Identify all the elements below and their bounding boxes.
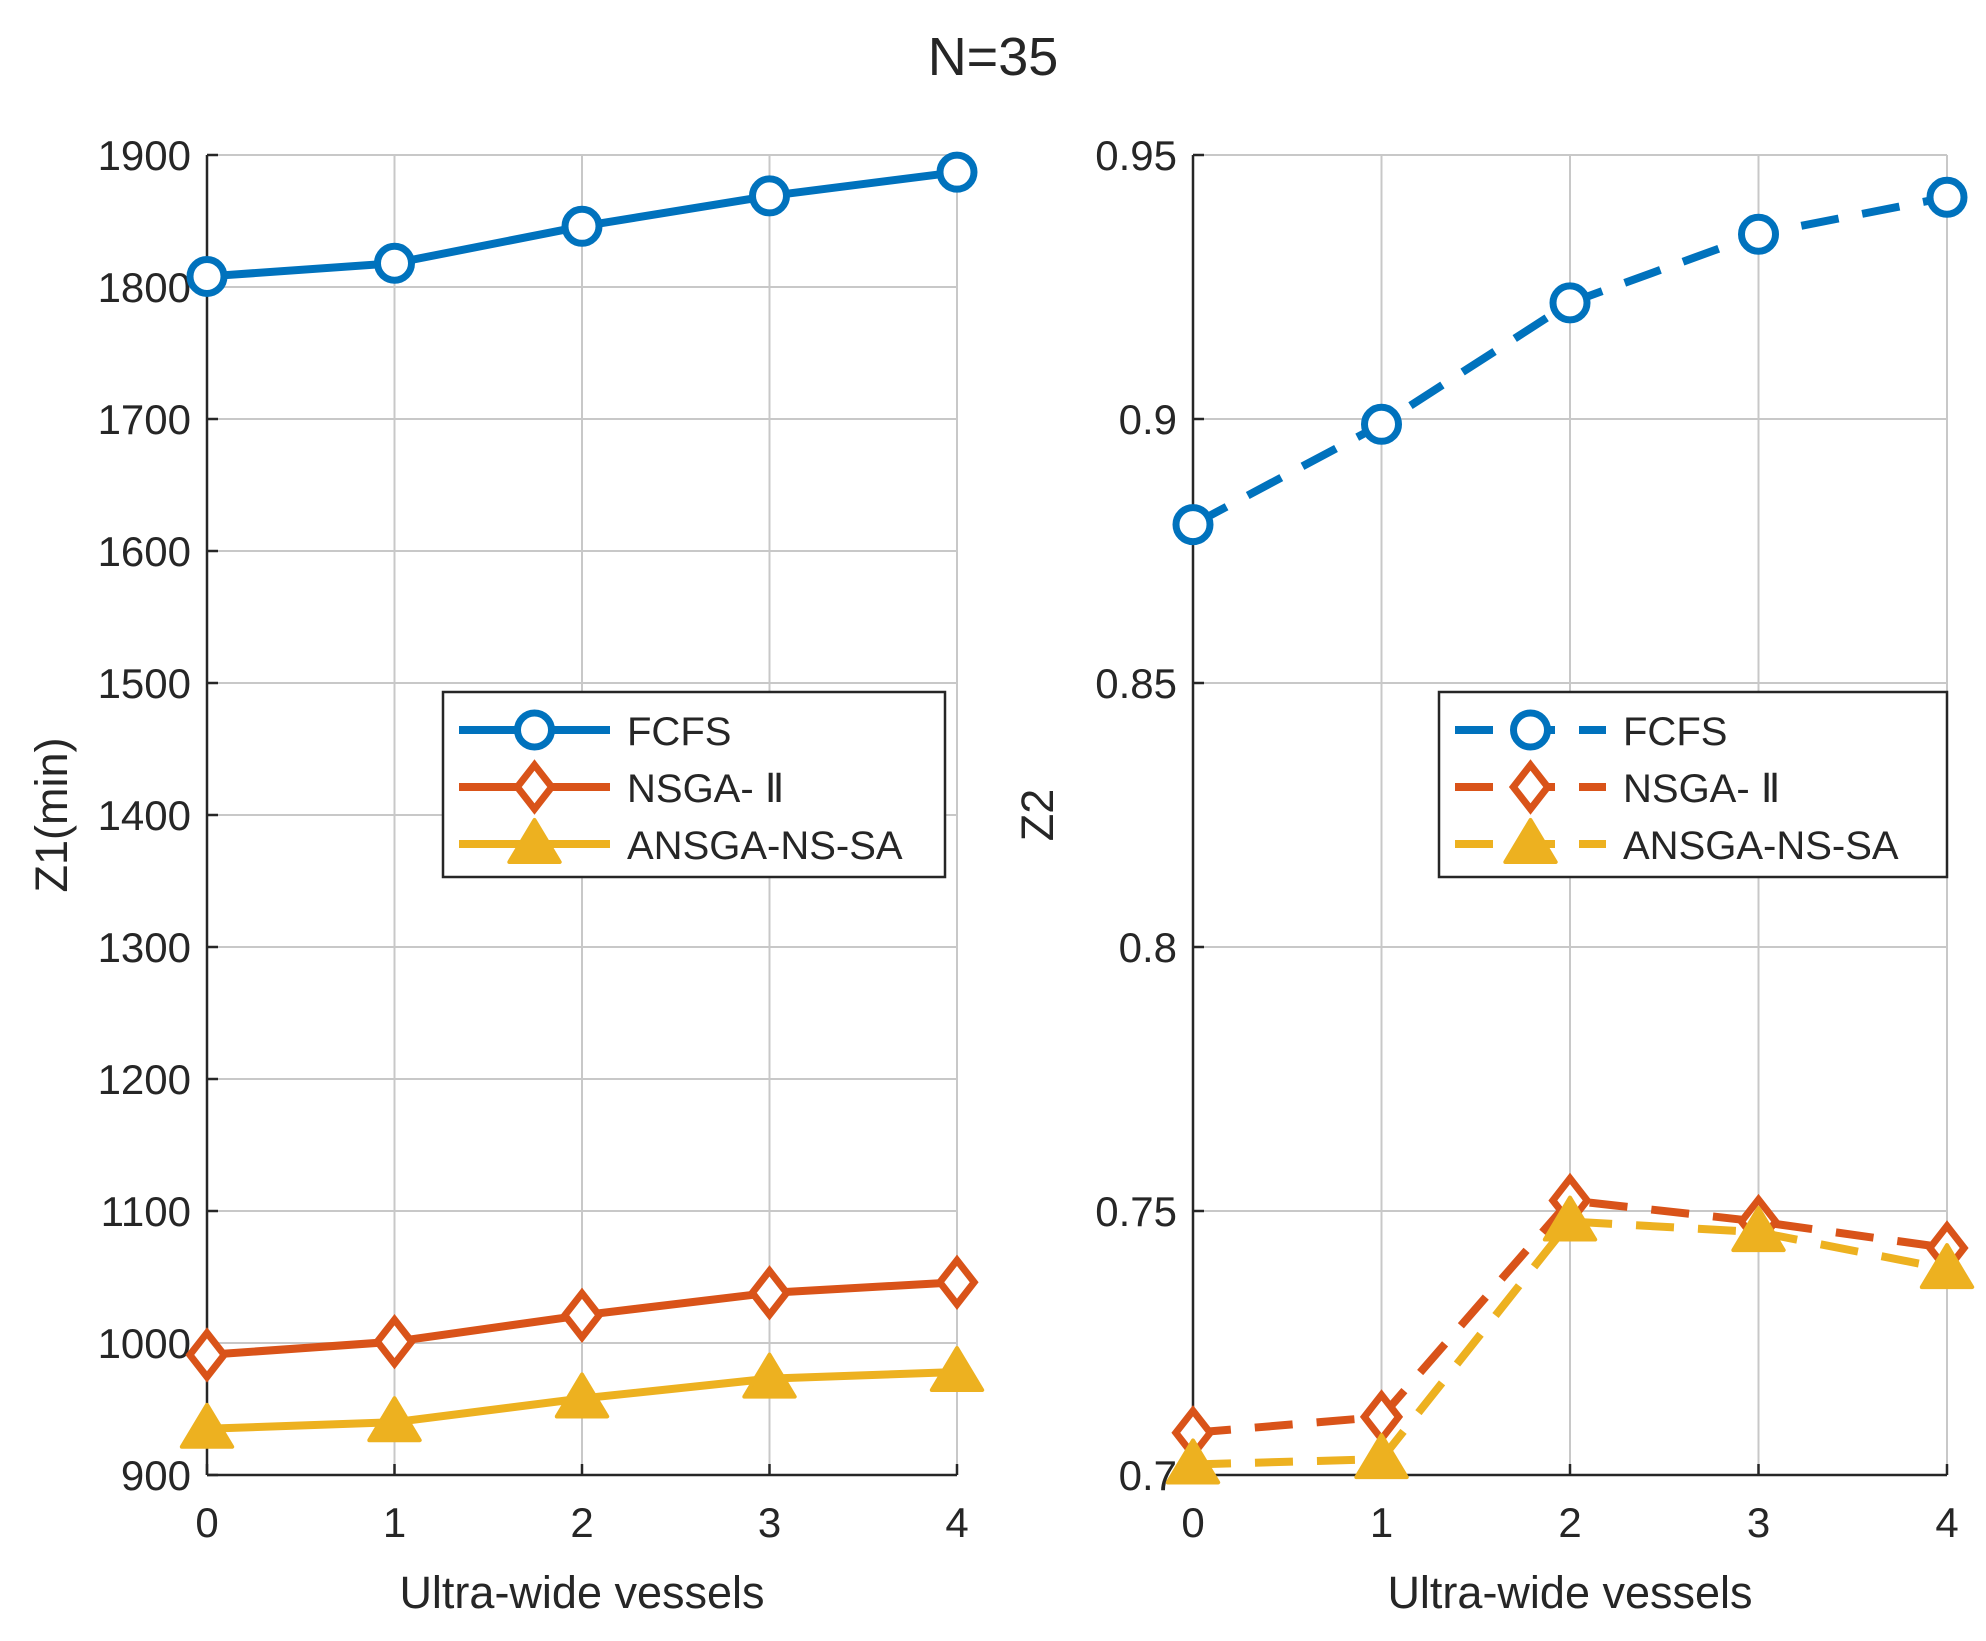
data-point-triangle (554, 1372, 610, 1419)
y-tick-label: 1800 (98, 264, 191, 311)
y-tick-label: 1200 (98, 1056, 191, 1103)
y-tick-label: 1700 (98, 396, 191, 443)
x-tick-label: 1 (1370, 1499, 1393, 1546)
data-point-circle (186, 255, 228, 297)
legend-label: ANSGA-NS-SA (1623, 824, 1899, 868)
data-point-triangle (179, 1402, 235, 1449)
data-point-diamond (372, 1313, 417, 1370)
y-tick-label: 1100 (101, 1188, 191, 1235)
chart-z2: 0 1 2 3 4 0.7 0.75 0.8 0.85 0.9 0.95 Ultra-wide ves… (1012, 132, 1975, 1618)
data-point-circle (936, 151, 978, 193)
legend-label: ANSGA-NS-SA (627, 824, 903, 868)
data-point-diamond (935, 1254, 979, 1310)
y-tick-label: 0.9 (1119, 396, 1177, 443)
data-point-triangle (1542, 1195, 1598, 1242)
x-axis-label: Ultra-wide vessels (399, 1567, 764, 1618)
legend-marker-diamond (512, 759, 557, 815)
figure-title: N=35 (928, 27, 1059, 87)
data-point-circle (561, 205, 603, 247)
x-tick-label: 2 (570, 1499, 593, 1546)
data-point-triangle (1731, 1206, 1786, 1253)
series-triangle (1165, 1195, 1975, 1485)
y-tick-label: 1600 (98, 528, 191, 575)
x-tick-label: 4 (945, 1499, 968, 1546)
x-tick-label: 3 (1747, 1499, 1770, 1546)
chart-z1: 0 1 2 3 4 900 1000 1100 1200 1300 1400 1500 1600 1700… (26, 132, 985, 1618)
x-tick-label: 2 (1558, 1499, 1581, 1546)
data-point-diamond (560, 1287, 604, 1343)
y-tick-label: 0.75 (1095, 1188, 1177, 1235)
data-point-diamond (747, 1265, 792, 1321)
y-tick-label: 0.95 (1095, 132, 1177, 179)
x-axis-label: Ultra-wide vessels (1387, 1567, 1752, 1618)
series-diamond (185, 1254, 979, 1383)
y-tick-label: 1000 (98, 1320, 191, 1367)
series-circle (1172, 176, 1968, 546)
legend-marker-diamond (1508, 759, 1553, 815)
y-axis-label: Z1(min) (26, 738, 77, 893)
legend-marker-triangle (507, 818, 562, 864)
legend-marker-triangle (1503, 818, 1558, 864)
series-line (1192, 1196, 1948, 1437)
data-point-triangle (1354, 1433, 1409, 1480)
x-tick-label: 3 (758, 1499, 781, 1546)
data-point-circle (749, 175, 790, 217)
data-point-triangle (1165, 1438, 1221, 1485)
y-tick-label: 0.7 (1119, 1452, 1177, 1499)
data-point-circle (1172, 504, 1214, 546)
legend: FCFS NSGA- Ⅱ ANSGA-NS-SA (441, 690, 947, 879)
data-point-triangle (929, 1346, 985, 1393)
data-point-circle (374, 242, 415, 284)
legend: FCFS NSGA- Ⅱ ANSGA-NS-SA (1437, 690, 1949, 879)
x-tick-label: 1 (383, 1499, 406, 1546)
y-axis-label: Z2 (1012, 789, 1063, 842)
y-tick-label: 1900 (98, 132, 191, 179)
data-point-circle (1926, 176, 1968, 218)
legend-label: NSGA- Ⅱ (627, 767, 784, 811)
data-point-diamond (185, 1327, 229, 1383)
y-tick-label: 1300 (98, 924, 191, 971)
y-tick-label: 0.85 (1095, 660, 1177, 707)
legend-marker-circle (1510, 709, 1551, 751)
data-point-circle (1549, 282, 1591, 324)
series-circle (186, 151, 978, 297)
x-tick-label: 4 (1935, 1499, 1958, 1546)
x-tick-label: 0 (1181, 1499, 1204, 1546)
legend-label: NSGA- Ⅱ (1623, 767, 1780, 811)
y-tick-label: 1400 (98, 792, 191, 839)
series-triangle (179, 1346, 985, 1449)
legend-label: FCFS (1623, 710, 1727, 754)
y-tick-label: 900 (121, 1452, 191, 1499)
series-line (1192, 1217, 1948, 1469)
legend-marker-circle (514, 709, 555, 751)
data-point-circle (1738, 213, 1779, 255)
data-point-circle (1361, 403, 1402, 445)
data-point-triangle (742, 1352, 797, 1399)
x-tick-label: 0 (195, 1499, 218, 1546)
data-point-triangle (367, 1396, 422, 1443)
data-point-triangle (1919, 1243, 1975, 1290)
y-tick-label: 0.8 (1119, 924, 1177, 971)
y-tick-label: 1500 (98, 660, 191, 707)
legend-label: FCFS (627, 710, 731, 754)
